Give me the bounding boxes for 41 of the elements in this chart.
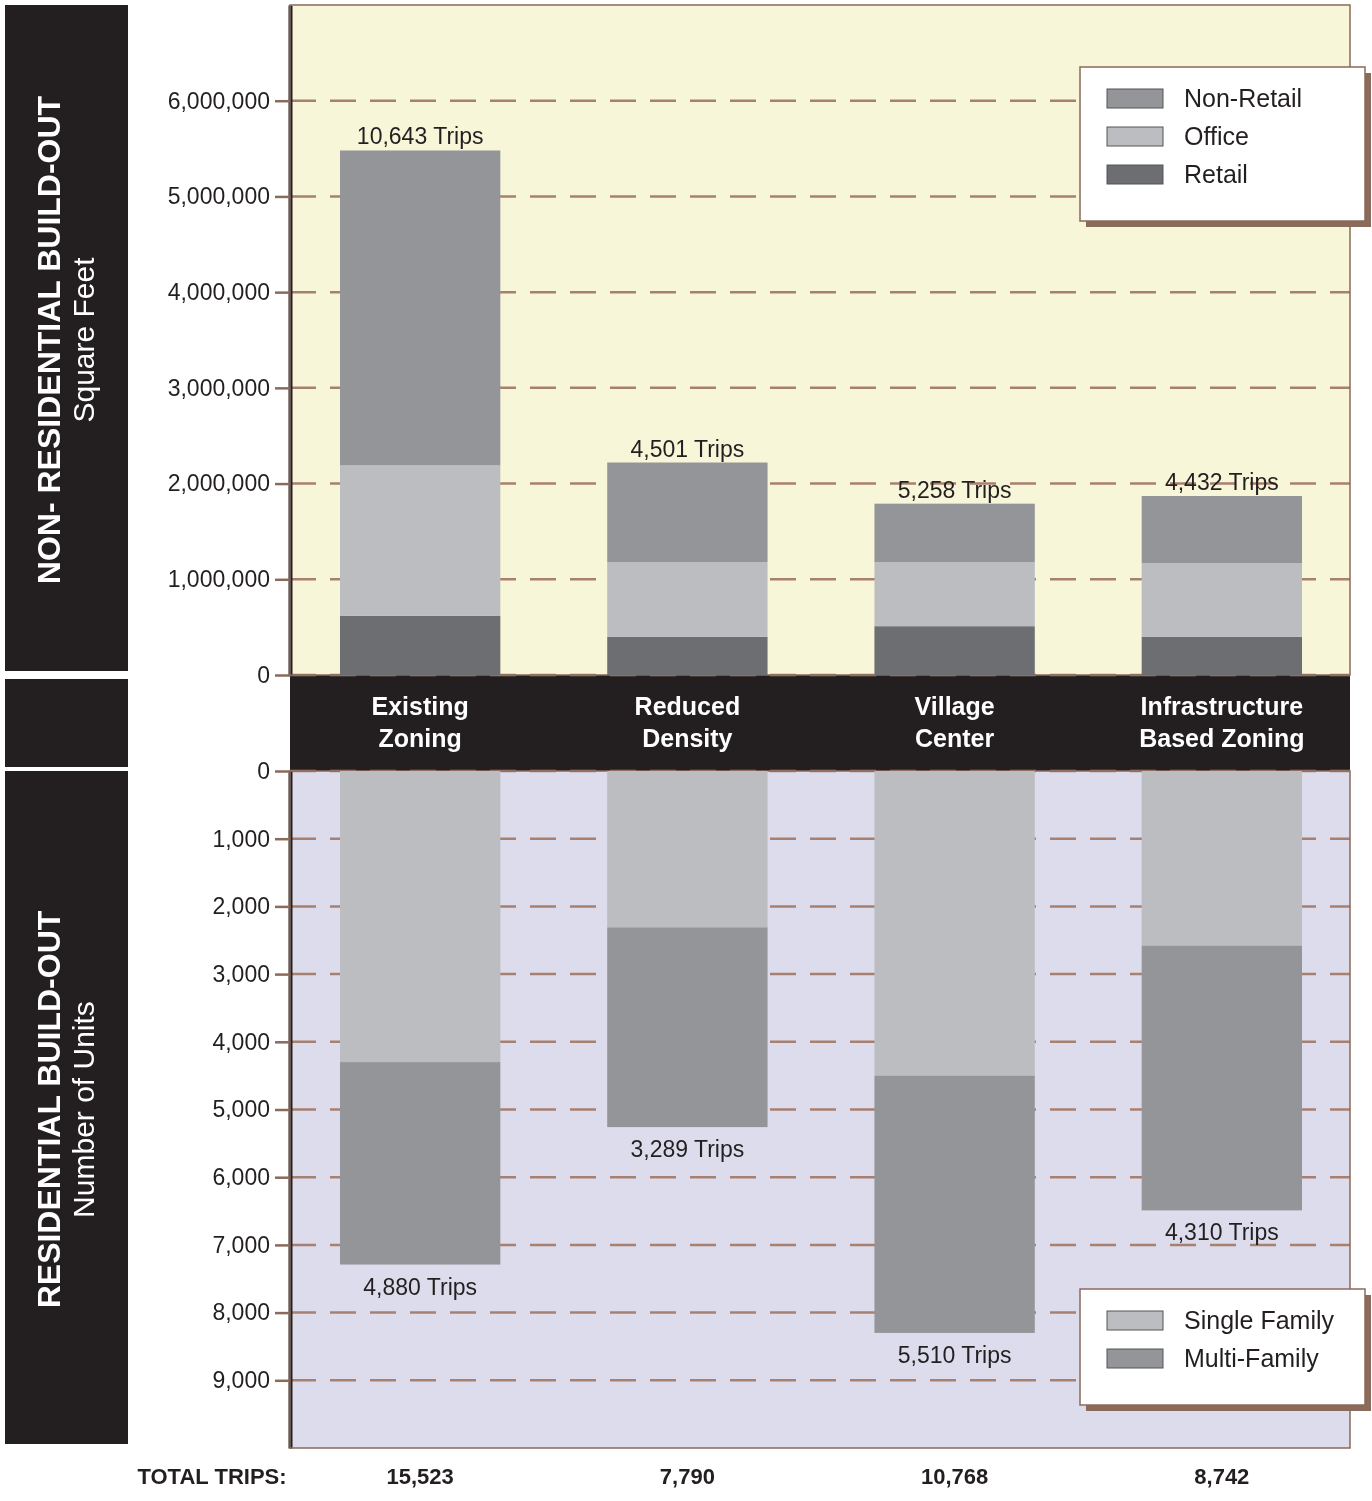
text: 15,523: [386, 1464, 454, 1489]
legend-label: Retail: [1184, 160, 1248, 188]
y-tick-label: 5,000,000: [167, 183, 270, 210]
y-tick-label: 8,000: [212, 1299, 270, 1326]
y-tick-label: 3,000: [212, 960, 270, 987]
y-tick-label: 0: [257, 757, 270, 784]
y-axis-title: RESIDENTIAL BUILD-OUT Number of Units: [31, 910, 100, 1309]
annotation: 4,501 Trips: [630, 435, 745, 462]
text: TOTAL TRIPS:: [137, 1464, 287, 1489]
y-tick-label: 7,000: [212, 1231, 270, 1258]
y-tick-label: 9,000: [212, 1367, 270, 1394]
text: 10,768: [920, 1464, 989, 1489]
y-tick-label: 1,000,000: [167, 566, 270, 593]
y-tick-label: 6,000: [212, 1164, 270, 1191]
annotation: 10,643 Trips: [356, 123, 484, 150]
legend-label: Single Family: [1184, 1306, 1335, 1334]
y-tick-label: 2,000,000: [167, 470, 270, 497]
x-tick-label: Village Center: [914, 692, 995, 752]
x-tick-label: Existing Zoning: [371, 692, 469, 752]
y-tick-label: 2,000: [212, 893, 270, 920]
annotation: 3,289 Trips: [630, 1136, 745, 1163]
y-tick-label: 5,000: [212, 1096, 270, 1123]
annotation: 5,510 Trips: [897, 1341, 1012, 1368]
y-axis-title: NON- RESIDENTIAL BUILD-OUT Square Feet: [31, 95, 100, 585]
text: 8,742: [1194, 1464, 1250, 1489]
y-tick-label: 0: [257, 661, 270, 688]
y-tick-label: 4,000: [212, 1028, 270, 1055]
legend-label: Multi-Family: [1184, 1344, 1320, 1372]
legend-label: Non-Retail: [1184, 84, 1303, 112]
annotation: 4,310 Trips: [1164, 1219, 1279, 1246]
x-tick-label: Infrastructure Based Zoning: [1139, 692, 1305, 752]
y-tick-label: 1,000: [212, 825, 270, 852]
annotation: 5,258 Trips: [897, 476, 1012, 503]
annotation: 4,880 Trips: [363, 1273, 478, 1300]
text: 7,790: [659, 1464, 715, 1489]
annotation: 4,432 Trips: [1164, 469, 1279, 496]
y-tick-label: 4,000,000: [167, 279, 270, 305]
x-tick-label: Reduced Density: [634, 692, 741, 752]
y-tick-label: 3,000,000: [167, 374, 270, 401]
y-tick-label: 6,000,000: [167, 87, 270, 114]
legend-label: Office: [1184, 122, 1249, 150]
